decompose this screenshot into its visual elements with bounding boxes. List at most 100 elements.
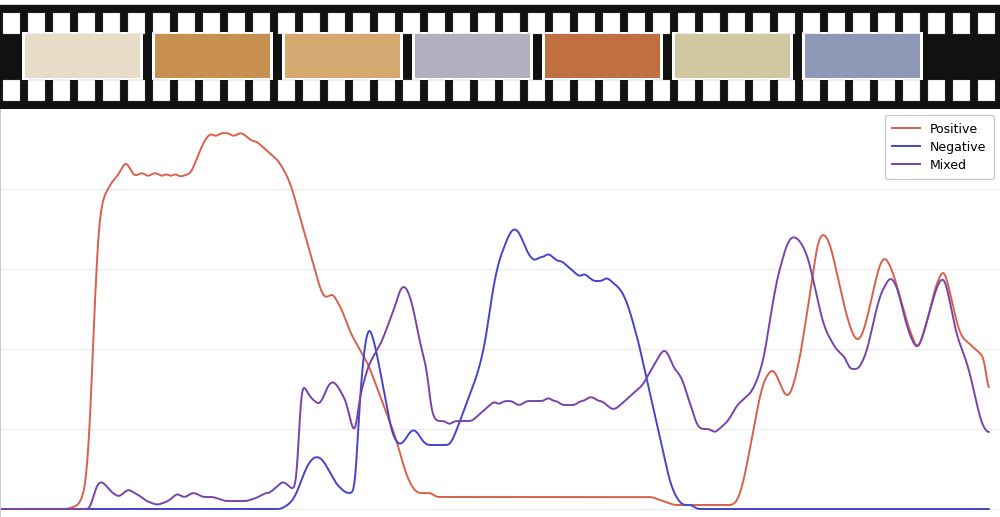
Bar — [428, 13, 445, 34]
Positive — [95, 209, 107, 216]
Bar — [603, 80, 620, 101]
Negative — [429, 442, 441, 448]
Positive — [766, 368, 778, 374]
Positive — [430, 493, 442, 499]
Bar — [153, 80, 170, 101]
Mixed — [95, 479, 107, 485]
Bar — [28, 13, 45, 34]
Positive — [395, 453, 407, 459]
Bar — [628, 80, 645, 101]
Legend: Positive, Negative, Mixed: Positive, Negative, Mixed — [885, 115, 994, 179]
Bar — [603, 13, 620, 34]
Bar — [78, 80, 95, 101]
Negative — [784, 506, 796, 512]
Bar — [853, 80, 870, 101]
Bar — [878, 80, 895, 101]
Bar — [22, 32, 143, 80]
Bar — [528, 80, 545, 101]
Bar — [678, 13, 695, 34]
Line: Positive: Positive — [0, 133, 989, 509]
Bar — [803, 13, 820, 34]
Bar — [328, 13, 345, 34]
Bar — [753, 13, 770, 34]
Bar — [553, 80, 570, 101]
Bar — [303, 80, 320, 101]
Bar — [805, 34, 920, 78]
Bar — [178, 13, 195, 34]
Line: Mixed: Mixed — [0, 237, 989, 509]
Bar — [353, 80, 370, 101]
Bar — [628, 13, 645, 34]
Bar — [303, 13, 320, 34]
Bar — [478, 13, 495, 34]
Negative — [95, 506, 107, 512]
Bar — [778, 13, 795, 34]
Bar — [545, 34, 660, 78]
Bar — [155, 34, 270, 78]
Bar — [128, 13, 145, 34]
Bar — [378, 13, 395, 34]
Bar — [403, 80, 420, 101]
Bar — [753, 80, 770, 101]
Bar — [53, 13, 70, 34]
Positive — [784, 390, 796, 396]
Bar — [353, 13, 370, 34]
Bar — [403, 13, 420, 34]
Bar — [103, 80, 120, 101]
Bar — [675, 34, 790, 78]
Bar — [153, 13, 170, 34]
Bar — [978, 13, 995, 34]
Bar — [412, 32, 533, 80]
Bar — [928, 13, 945, 34]
Bar — [415, 34, 530, 78]
Bar — [285, 34, 400, 78]
Negative — [674, 499, 686, 505]
Bar — [253, 80, 270, 101]
Bar — [853, 13, 870, 34]
Bar — [903, 80, 920, 101]
Bar — [578, 13, 595, 34]
Bar — [672, 32, 793, 80]
Bar — [152, 32, 273, 80]
Bar — [25, 34, 140, 78]
Bar — [3, 80, 20, 101]
Bar — [653, 13, 670, 34]
Bar — [378, 80, 395, 101]
Negative — [766, 506, 778, 512]
Bar — [528, 13, 545, 34]
Negative — [509, 226, 521, 233]
Bar — [553, 13, 570, 34]
Bar — [328, 80, 345, 101]
Bar — [203, 80, 220, 101]
Bar — [703, 13, 720, 34]
Bar — [428, 80, 445, 101]
Negative — [394, 440, 406, 447]
Bar — [228, 80, 245, 101]
Mixed — [394, 288, 406, 295]
Bar — [828, 80, 845, 101]
Mixed — [765, 311, 777, 317]
Bar — [503, 80, 520, 101]
Bar — [453, 13, 470, 34]
Mixed — [788, 234, 800, 240]
Bar — [678, 80, 695, 101]
Positive — [0, 506, 6, 512]
Positive — [983, 384, 995, 390]
Bar — [542, 32, 663, 80]
Bar — [953, 80, 970, 101]
Bar — [478, 80, 495, 101]
Bar — [703, 80, 720, 101]
Bar — [278, 13, 295, 34]
Bar — [282, 32, 403, 80]
Bar — [253, 13, 270, 34]
Bar — [903, 13, 920, 34]
Bar — [278, 80, 295, 101]
Bar — [653, 80, 670, 101]
Positive — [219, 130, 231, 136]
Mixed — [429, 416, 441, 422]
Bar — [802, 32, 923, 80]
Positive — [674, 502, 686, 508]
Bar — [28, 80, 45, 101]
Bar — [78, 13, 95, 34]
Mixed — [0, 506, 6, 512]
